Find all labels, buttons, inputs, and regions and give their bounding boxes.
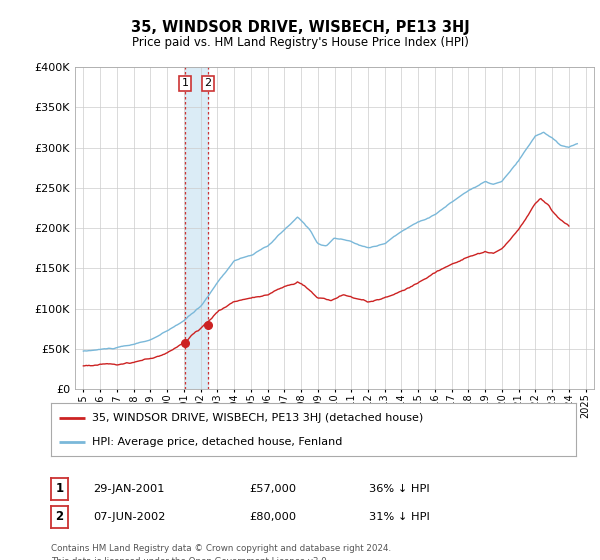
Text: 31% ↓ HPI: 31% ↓ HPI — [369, 512, 430, 522]
Text: 35, WINDSOR DRIVE, WISBECH, PE13 3HJ (detached house): 35, WINDSOR DRIVE, WISBECH, PE13 3HJ (de… — [92, 413, 423, 423]
Text: 35, WINDSOR DRIVE, WISBECH, PE13 3HJ: 35, WINDSOR DRIVE, WISBECH, PE13 3HJ — [131, 20, 469, 35]
Bar — [185, 67, 208, 389]
Text: Contains HM Land Registry data © Crown copyright and database right 2024.
This d: Contains HM Land Registry data © Crown c… — [51, 544, 391, 560]
Text: £80,000: £80,000 — [249, 512, 296, 522]
Text: 1: 1 — [55, 482, 64, 496]
Text: 36% ↓ HPI: 36% ↓ HPI — [369, 484, 430, 494]
Text: 2: 2 — [205, 78, 211, 88]
Text: 2: 2 — [55, 510, 64, 524]
Text: HPI: Average price, detached house, Fenland: HPI: Average price, detached house, Fenl… — [92, 437, 343, 447]
Text: 1: 1 — [182, 78, 188, 88]
Text: £57,000: £57,000 — [249, 484, 296, 494]
Text: Price paid vs. HM Land Registry's House Price Index (HPI): Price paid vs. HM Land Registry's House … — [131, 36, 469, 49]
Text: 07-JUN-2002: 07-JUN-2002 — [93, 512, 166, 522]
Text: 29-JAN-2001: 29-JAN-2001 — [93, 484, 164, 494]
